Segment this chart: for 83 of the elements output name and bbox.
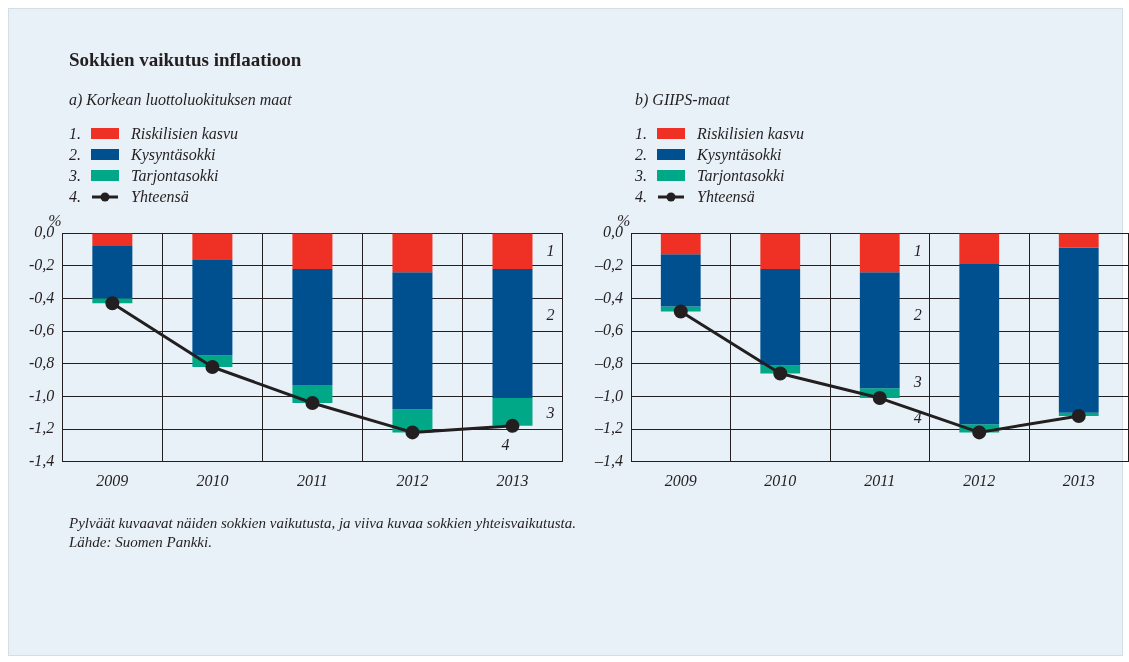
- x-tick-label: 2010: [196, 471, 229, 489]
- point: [505, 418, 520, 433]
- point: [972, 425, 987, 440]
- annotation: 2: [546, 305, 555, 323]
- bar: [959, 233, 1000, 265]
- y-tick-label: –0,8: [594, 353, 623, 371]
- x-tick-label: 2011: [864, 471, 896, 489]
- y-tick-label: -1,0: [29, 386, 55, 404]
- y-tick-label: –0,4: [594, 288, 623, 306]
- bar: [959, 264, 1000, 425]
- point: [673, 304, 688, 319]
- legend-label: Riskilisien kasvu: [697, 124, 805, 144]
- bar: [1058, 247, 1099, 413]
- annotation: 2: [913, 305, 922, 323]
- legend-label: Kysyntäsokki: [131, 145, 216, 165]
- y-tick-label: -0,6: [29, 321, 55, 339]
- y-tick-label: –1,4: [594, 452, 623, 469]
- legend-label: Tarjontasokki: [697, 166, 785, 186]
- x-tick-label: 2011: [297, 471, 328, 489]
- y-tick-label: -0,4: [29, 288, 55, 306]
- annotation: 3: [912, 373, 922, 391]
- y-tick-label: -1,2: [29, 419, 55, 437]
- point: [773, 366, 788, 381]
- x-tick-label: 2009: [664, 471, 697, 489]
- bar: [192, 233, 233, 260]
- bar: [392, 233, 433, 273]
- bar: [760, 233, 801, 269]
- point: [405, 425, 420, 440]
- x-tick-label: 2013: [496, 471, 529, 489]
- bar: [492, 398, 533, 426]
- chart-title: Sokkien vaikutus inflaatioon: [69, 49, 302, 71]
- annotation: 1: [546, 241, 555, 259]
- point: [105, 296, 120, 311]
- y-tick-label: -0,8: [29, 353, 55, 371]
- x-tick-label: 2013: [1062, 471, 1095, 489]
- x-tick-label: 2012: [963, 471, 996, 489]
- x-tick-label: 2012: [396, 471, 429, 489]
- text: 3.: [635, 166, 648, 186]
- text: 3.: [69, 166, 82, 186]
- point: [1071, 409, 1086, 424]
- text: 4.: [69, 187, 82, 207]
- bar: [92, 233, 133, 247]
- y-tick-label: –1,2: [594, 419, 623, 437]
- bar: [859, 233, 900, 273]
- legend-label: Yhteensä: [131, 187, 189, 207]
- bar: [292, 268, 333, 385]
- x-tick-label: 2010: [764, 471, 797, 489]
- bar: [492, 233, 533, 269]
- chart-subtitle: a) Korkean luottoluokituksen maat: [69, 91, 293, 109]
- bar: [859, 272, 900, 389]
- legend-label: Yhteensä: [697, 187, 755, 207]
- text: 1.: [635, 124, 648, 144]
- x-tick-label: 2009: [96, 471, 129, 489]
- text: Lähde: Suomen Pankki.: [69, 533, 213, 552]
- bar: [660, 254, 701, 307]
- bar: [192, 259, 233, 356]
- legend-label: Tarjontasokki: [131, 166, 219, 186]
- bar: [292, 233, 333, 269]
- text: 1.: [69, 124, 82, 144]
- legend-label: Riskilisien kasvu: [131, 124, 239, 144]
- bar: [492, 268, 533, 399]
- bar: [392, 272, 433, 410]
- bar: [660, 233, 701, 255]
- text: Pylväät kuvaavat näiden sokkien vaikutusta, ja viiva kuvaa sokkien yhteisvaikutusta.: [69, 514, 576, 533]
- y-tick-label: –0,6: [594, 321, 623, 339]
- bar: [760, 268, 801, 366]
- bar: [92, 246, 133, 299]
- chart-subtitle: b) GIIPS-maat: [635, 91, 731, 109]
- bar: [1058, 233, 1099, 248]
- legend-label: Kysyntäsokki: [697, 145, 782, 165]
- annotation: 3: [545, 403, 555, 421]
- annotation: 4: [501, 435, 510, 453]
- point: [205, 360, 220, 375]
- y-tick-label: -1,4: [29, 452, 55, 469]
- text: 2.: [635, 145, 648, 165]
- point: [305, 395, 320, 410]
- y-tick-label: -0,2: [29, 255, 55, 273]
- text: 4.: [635, 187, 648, 207]
- y-tick-label: –0,2: [594, 255, 623, 273]
- point: [872, 391, 887, 406]
- annotation: 1: [913, 241, 922, 259]
- text: 2.: [69, 145, 82, 165]
- y-tick-label: –1,0: [594, 386, 623, 404]
